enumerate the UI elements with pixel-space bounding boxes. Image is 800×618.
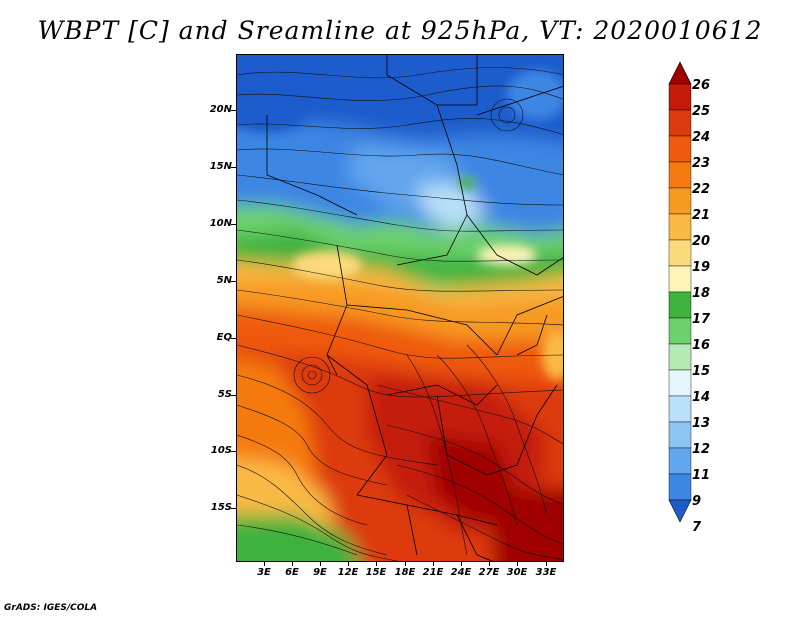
- colorbar-segment: [668, 213, 692, 241]
- colorbar-segment: [668, 395, 692, 423]
- lat-label-20n: 20N: [209, 104, 232, 115]
- colorbar-label: 24: [692, 130, 711, 145]
- colorbar-top-arrow: [668, 61, 692, 85]
- streamlines: [237, 67, 563, 561]
- colorbar-label: 17: [692, 312, 711, 327]
- colorbar-segment: [668, 239, 692, 267]
- colorbar-label: 14: [692, 390, 711, 405]
- colorbar-segment: [668, 83, 692, 111]
- lon-label-33e: 33E: [535, 567, 557, 578]
- colorbar-segment: [668, 447, 692, 475]
- lon-label-24e: 24E: [450, 567, 472, 578]
- grads-footer: GrADS: IGES/COLA: [4, 603, 98, 613]
- colorbar-label: 18: [692, 286, 711, 301]
- colorbar-label: 19: [692, 260, 711, 275]
- colorbar-segment: [668, 369, 692, 397]
- wbpt-map: [237, 55, 563, 561]
- colorbar-label: 11: [692, 468, 711, 483]
- colorbar-label: 13: [692, 416, 711, 431]
- lat-label-15n: 15N: [209, 161, 232, 172]
- lon-label-18e: 18E: [394, 567, 416, 578]
- colorbar-label: 25: [692, 104, 711, 119]
- lat-label-15s: 15S: [210, 502, 232, 513]
- colorbar-label: 15: [692, 364, 711, 379]
- lon-label-15e: 15E: [365, 567, 387, 578]
- temperature-field: [237, 55, 563, 561]
- plot-title: WBPT [C] and Sreamline at 925hPa, VT: 20…: [37, 16, 763, 45]
- colorbar-label: 20: [692, 234, 711, 249]
- colorbar-segment: [668, 291, 692, 319]
- colorbar-segment: [668, 421, 692, 449]
- colorbar-segment: [668, 265, 692, 293]
- colorbar-segment: [668, 135, 692, 163]
- lon-label-12e: 12E: [337, 567, 359, 578]
- colorbar-bottom-arrow: [668, 499, 692, 523]
- colorbar-label: 26: [692, 78, 711, 93]
- lon-label-21e: 21E: [422, 567, 444, 578]
- lat-label-5n: 5N: [216, 275, 232, 286]
- colorbar-label: 21: [692, 208, 711, 223]
- colorbar-label: 23: [692, 156, 711, 171]
- lon-label-3e: 3E: [257, 567, 271, 578]
- lat-label-10n: 10N: [209, 218, 232, 229]
- colorbar-segment: [668, 343, 692, 371]
- lat-label-eq: EQ: [216, 332, 232, 343]
- colorbar: [668, 61, 692, 523]
- colorbar-segment: [668, 161, 692, 189]
- colorbar-segment: [668, 187, 692, 215]
- lon-label-30e: 30E: [506, 567, 528, 578]
- colorbar-segment: [668, 473, 692, 501]
- colorbar-segment: [668, 109, 692, 137]
- lon-label-9e: 9E: [313, 567, 327, 578]
- colorbar-label: 7: [692, 520, 702, 535]
- lat-label-10s: 10S: [210, 445, 232, 456]
- map-panel: [236, 54, 564, 562]
- colorbar-segment: [668, 317, 692, 345]
- country-borders: [266, 55, 563, 561]
- colorbar-label: 16: [692, 338, 711, 353]
- colorbar-label: 9: [692, 494, 702, 509]
- colorbar-label: 22: [692, 182, 711, 197]
- lon-label-6e: 6E: [285, 567, 299, 578]
- lat-label-5s: 5S: [217, 389, 232, 400]
- lon-label-27e: 27E: [478, 567, 500, 578]
- colorbar-label: 12: [692, 442, 711, 457]
- temperature-detail: [237, 70, 563, 380]
